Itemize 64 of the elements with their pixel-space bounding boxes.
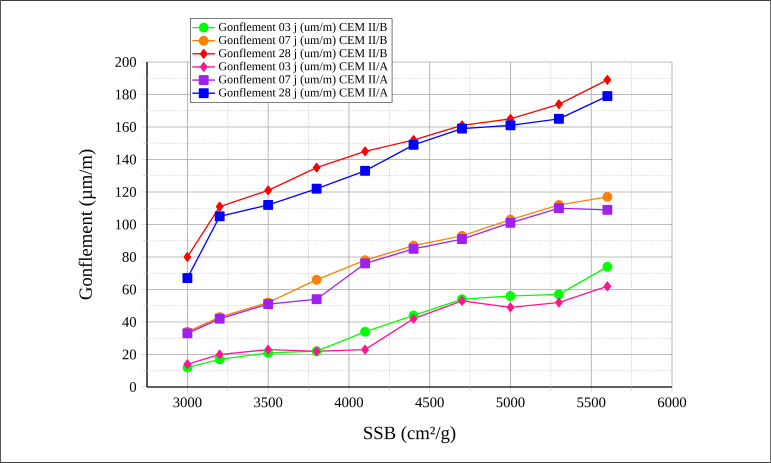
point	[312, 184, 322, 194]
y-tick-label: 100	[116, 220, 136, 230]
point	[604, 281, 612, 292]
point	[184, 359, 192, 370]
legend-label: Gonflement 07 j (um/m) CEM II/B	[218, 36, 387, 46]
point	[361, 344, 369, 355]
point	[506, 302, 514, 312]
point	[554, 114, 564, 124]
point	[216, 202, 224, 212]
point	[214, 211, 225, 222]
point	[457, 124, 467, 134]
y-tick-label: 40	[122, 317, 136, 327]
y-tick-label: 160	[116, 122, 136, 132]
point	[312, 274, 322, 285]
x-tick-label: 4000	[334, 397, 364, 408]
point	[312, 294, 322, 304]
point	[182, 273, 192, 284]
y-tick-label: 80	[122, 252, 136, 262]
point	[216, 350, 224, 360]
y-tick-label: 200	[115, 57, 136, 67]
point	[506, 218, 516, 228]
legend-label: Gonflement 07 j (um/m) CEM II/A	[218, 74, 388, 86]
point	[506, 120, 516, 130]
point	[360, 258, 370, 268]
legend-label: Gonflement 03 j (um/m) CEM II/B	[218, 22, 387, 34]
x-axis-title: SSB (cm²/g)	[364, 426, 456, 444]
point	[602, 204, 612, 215]
point	[554, 289, 564, 300]
x-tick-label: 3500	[254, 397, 282, 408]
y-tick-label: 20	[122, 350, 136, 360]
legend-label: Gonflement 28 j (um/m) CEM II/B	[218, 48, 387, 60]
point	[506, 291, 516, 301]
point	[602, 91, 612, 102]
point	[604, 74, 612, 85]
point	[602, 262, 612, 272]
point	[360, 166, 370, 176]
x-tick-label: 6000	[658, 397, 686, 408]
point	[602, 192, 612, 202]
point	[555, 298, 563, 308]
point	[360, 326, 370, 337]
y-tick-label: 60	[122, 284, 136, 294]
y-tick-label: 180	[116, 90, 136, 100]
y-tick-label: 140	[116, 154, 136, 164]
x-tick-label: 5000	[496, 397, 525, 408]
y-tick-label: 0	[130, 382, 136, 392]
y-axis-title: Gonflement (µm/m)	[78, 150, 96, 300]
point	[264, 185, 272, 196]
y-tick-label: 120	[116, 187, 136, 197]
x-tick-label: 5500	[577, 397, 606, 408]
point	[361, 146, 369, 156]
legend-label: Gonflement 28 j (um/m) CEM II/A	[218, 88, 388, 99]
point	[457, 234, 467, 244]
x-tick-label: 4500	[415, 397, 444, 408]
point	[408, 244, 418, 254]
point	[263, 200, 274, 210]
point	[312, 162, 320, 173]
point	[410, 314, 418, 324]
legend-label: Gonflement 03 j (um/m) CEM II/A	[218, 62, 388, 73]
point	[184, 252, 192, 262]
point	[555, 99, 563, 110]
point	[554, 203, 564, 214]
point	[264, 344, 272, 355]
x-tick-label: 3000	[173, 397, 202, 408]
point	[408, 140, 418, 150]
